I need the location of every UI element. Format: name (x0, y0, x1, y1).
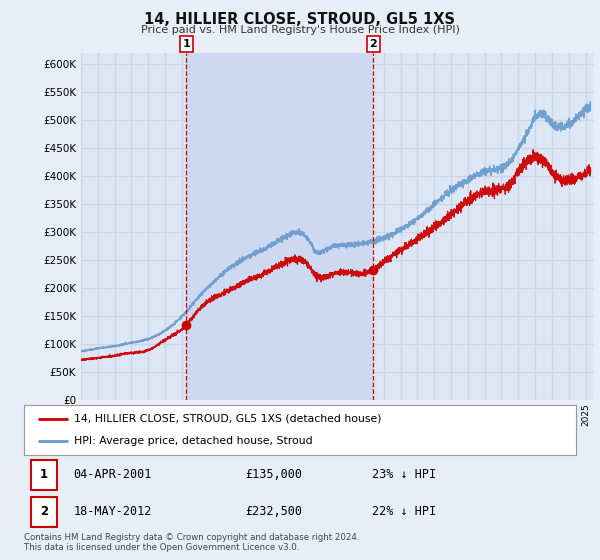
Text: £135,000: £135,000 (245, 468, 302, 481)
Text: 18-MAY-2012: 18-MAY-2012 (74, 506, 152, 519)
Text: 1: 1 (40, 468, 48, 481)
Text: 2: 2 (370, 39, 377, 49)
Text: 23% ↓ HPI: 23% ↓ HPI (372, 468, 436, 481)
Bar (187, 53, 373, 400)
Text: £232,500: £232,500 (245, 506, 302, 519)
Text: 14, HILLIER CLOSE, STROUD, GL5 1XS: 14, HILLIER CLOSE, STROUD, GL5 1XS (145, 12, 455, 27)
Text: HPI: Average price, detached house, Stroud: HPI: Average price, detached house, Stro… (74, 436, 313, 446)
Text: 1: 1 (182, 39, 190, 49)
Text: 22% ↓ HPI: 22% ↓ HPI (372, 506, 436, 519)
Text: Contains HM Land Registry data © Crown copyright and database right 2024.: Contains HM Land Registry data © Crown c… (24, 533, 359, 542)
FancyBboxPatch shape (31, 497, 57, 527)
Text: 14, HILLIER CLOSE, STROUD, GL5 1XS (detached house): 14, HILLIER CLOSE, STROUD, GL5 1XS (deta… (74, 414, 381, 424)
Text: Price paid vs. HM Land Registry's House Price Index (HPI): Price paid vs. HM Land Registry's House … (140, 25, 460, 35)
FancyBboxPatch shape (31, 460, 57, 490)
Text: 04-APR-2001: 04-APR-2001 (74, 468, 152, 481)
Text: 2: 2 (40, 506, 48, 519)
Text: This data is licensed under the Open Government Licence v3.0.: This data is licensed under the Open Gov… (24, 543, 299, 552)
